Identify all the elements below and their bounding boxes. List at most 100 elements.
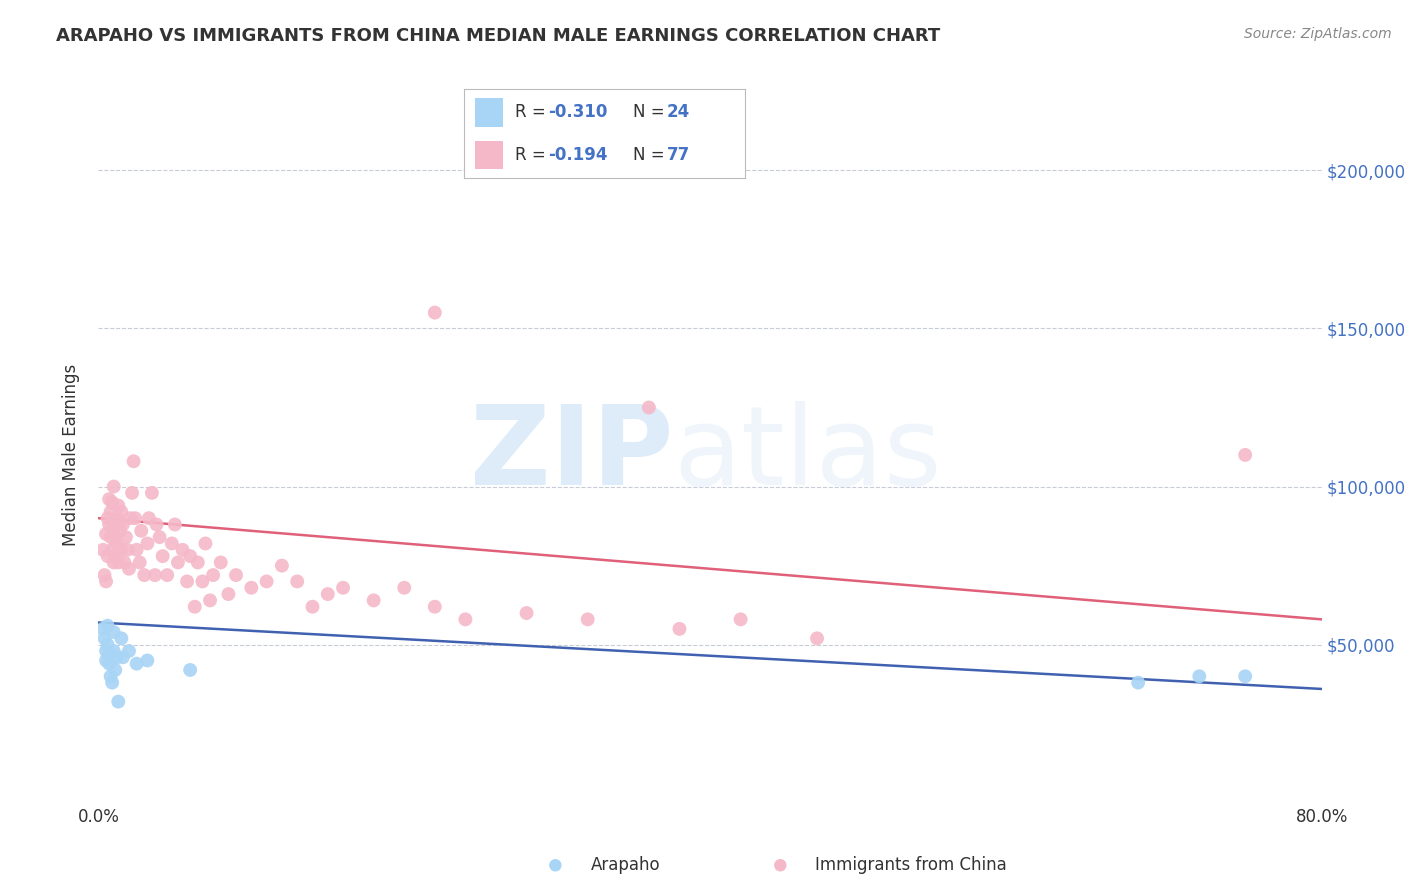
Point <box>125 542 148 557</box>
Point <box>124 511 146 525</box>
Point <box>108 524 131 538</box>
Point <box>167 556 190 570</box>
Point <box>112 556 135 570</box>
Point <box>100 669 122 683</box>
Point <box>98 657 121 671</box>
Point <box>104 663 127 677</box>
FancyBboxPatch shape <box>475 141 503 169</box>
Point <box>423 599 446 614</box>
Point <box>94 527 117 541</box>
Point <box>392 581 416 595</box>
Point <box>202 568 225 582</box>
Point <box>94 644 117 658</box>
Point <box>101 542 124 557</box>
Point <box>128 556 150 570</box>
Text: 24: 24 <box>666 103 690 121</box>
Point <box>198 593 221 607</box>
Text: 77: 77 <box>666 146 690 164</box>
Point <box>209 556 232 570</box>
Point <box>110 542 132 557</box>
Text: R =: R = <box>515 103 551 121</box>
Point <box>156 568 179 582</box>
Point <box>301 599 323 614</box>
Point <box>115 530 138 544</box>
Point <box>1234 448 1257 462</box>
Point <box>1234 669 1257 683</box>
FancyBboxPatch shape <box>475 98 503 127</box>
Point <box>136 536 159 550</box>
Point <box>637 401 661 415</box>
Point <box>332 581 354 595</box>
Point <box>576 612 599 626</box>
Point <box>225 568 247 582</box>
Point <box>107 695 129 709</box>
Point <box>544 858 567 872</box>
Point <box>122 454 145 468</box>
Point <box>187 556 209 570</box>
Point <box>191 574 214 589</box>
Point <box>104 549 127 563</box>
Point <box>240 581 263 595</box>
Point <box>118 644 141 658</box>
Point <box>138 511 160 525</box>
Point <box>163 517 186 532</box>
Point <box>285 574 308 589</box>
Text: atlas: atlas <box>673 401 942 508</box>
Point <box>120 511 142 525</box>
Text: N =: N = <box>633 146 669 164</box>
Point <box>217 587 239 601</box>
Point <box>129 524 152 538</box>
Point <box>97 549 120 563</box>
Point <box>110 505 132 519</box>
Point <box>101 495 124 509</box>
Point <box>270 558 292 573</box>
Point <box>454 612 477 626</box>
Point <box>105 536 128 550</box>
Point <box>256 574 278 589</box>
Y-axis label: Median Male Earnings: Median Male Earnings <box>62 364 80 546</box>
Point <box>423 305 446 319</box>
Point <box>117 542 139 557</box>
Point <box>179 549 201 563</box>
Point <box>110 632 132 646</box>
Point <box>149 530 172 544</box>
Point <box>111 650 134 665</box>
Point <box>668 622 690 636</box>
Point <box>125 657 148 671</box>
Text: Source: ZipAtlas.com: Source: ZipAtlas.com <box>1244 27 1392 41</box>
Point <box>730 612 752 626</box>
Point <box>134 568 156 582</box>
Point <box>136 653 159 667</box>
Point <box>98 517 121 532</box>
Text: ZIP: ZIP <box>470 401 673 508</box>
Point <box>179 663 201 677</box>
Point <box>516 606 538 620</box>
Point <box>103 517 125 532</box>
Text: Immigrants from China: Immigrants from China <box>815 856 1007 874</box>
Point <box>93 568 115 582</box>
Text: -0.194: -0.194 <box>548 146 607 164</box>
Point <box>100 530 122 544</box>
Point <box>1188 669 1211 683</box>
Point <box>104 530 127 544</box>
Point <box>94 653 117 667</box>
Point <box>97 618 120 632</box>
Point <box>107 499 129 513</box>
Point <box>118 562 141 576</box>
Point <box>184 599 207 614</box>
Text: -0.310: -0.310 <box>548 103 607 121</box>
Point <box>94 574 117 589</box>
Point <box>194 536 217 550</box>
Point <box>97 638 120 652</box>
Point <box>98 647 121 661</box>
Point <box>98 492 121 507</box>
Point <box>107 556 129 570</box>
Point <box>105 511 128 525</box>
Point <box>103 644 125 658</box>
Point <box>111 517 134 532</box>
Point <box>363 593 385 607</box>
Point <box>101 675 124 690</box>
Point <box>107 517 129 532</box>
Text: Arapaho: Arapaho <box>591 856 661 874</box>
Point <box>103 556 125 570</box>
